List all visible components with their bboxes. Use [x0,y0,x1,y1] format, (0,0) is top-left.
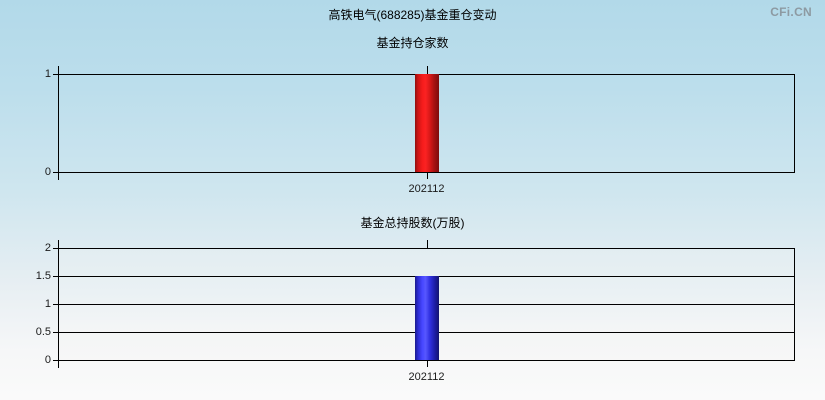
chart-2-y-tick [53,248,63,249]
chart-1-x-tick [426,172,428,179]
chart-2-plot-area: 0 0.5 1 1.5 2 202112 [36,240,795,383]
watermark-label: CFi.CN [770,5,812,19]
chart-2-y-tick [53,360,63,361]
chart-1-y-tick-label: 0 [44,166,51,178]
chart-2-y-tick [53,332,63,333]
chart-1-y-tick-label: 1 [44,68,51,80]
chart-2-title: 基金总持股数(万股) [360,216,465,230]
chart-2-x-tick-top [426,240,428,248]
chart-1-bar[interactable] [414,74,439,172]
page-title: 高铁电气(688285)基金重仓变动 [328,8,497,22]
chart-1-x-tick-label: 202112 [408,183,445,195]
chart-2-y-tick-label: 2 [44,242,51,254]
chart-2-y-tick [53,276,63,277]
chart-2-y-tick-label: 1 [44,298,51,310]
chart-1-y-axis [58,66,59,180]
chart-2-bar[interactable] [414,276,439,360]
chart-2-x-tick [426,360,428,367]
chart-1-x-tick-top [426,66,428,74]
chart-2-gridline [58,248,795,249]
chart-1-right-border [794,74,795,172]
chart-2-x-tick-label: 202112 [408,371,445,383]
chart-1-plot-area: 0 1 202112 [45,66,795,195]
chart-2-y-tick-label: 0.5 [35,326,51,338]
chart-2-y-tick-label: 0 [44,354,51,366]
chart-1-title: 基金持仓家数 [376,36,449,50]
chart-1-y-tick [53,172,63,173]
chart-2-y-tick-label: 1.5 [35,270,51,282]
chart-2-y-tick [53,304,63,305]
chart-1-y-tick [53,74,63,75]
